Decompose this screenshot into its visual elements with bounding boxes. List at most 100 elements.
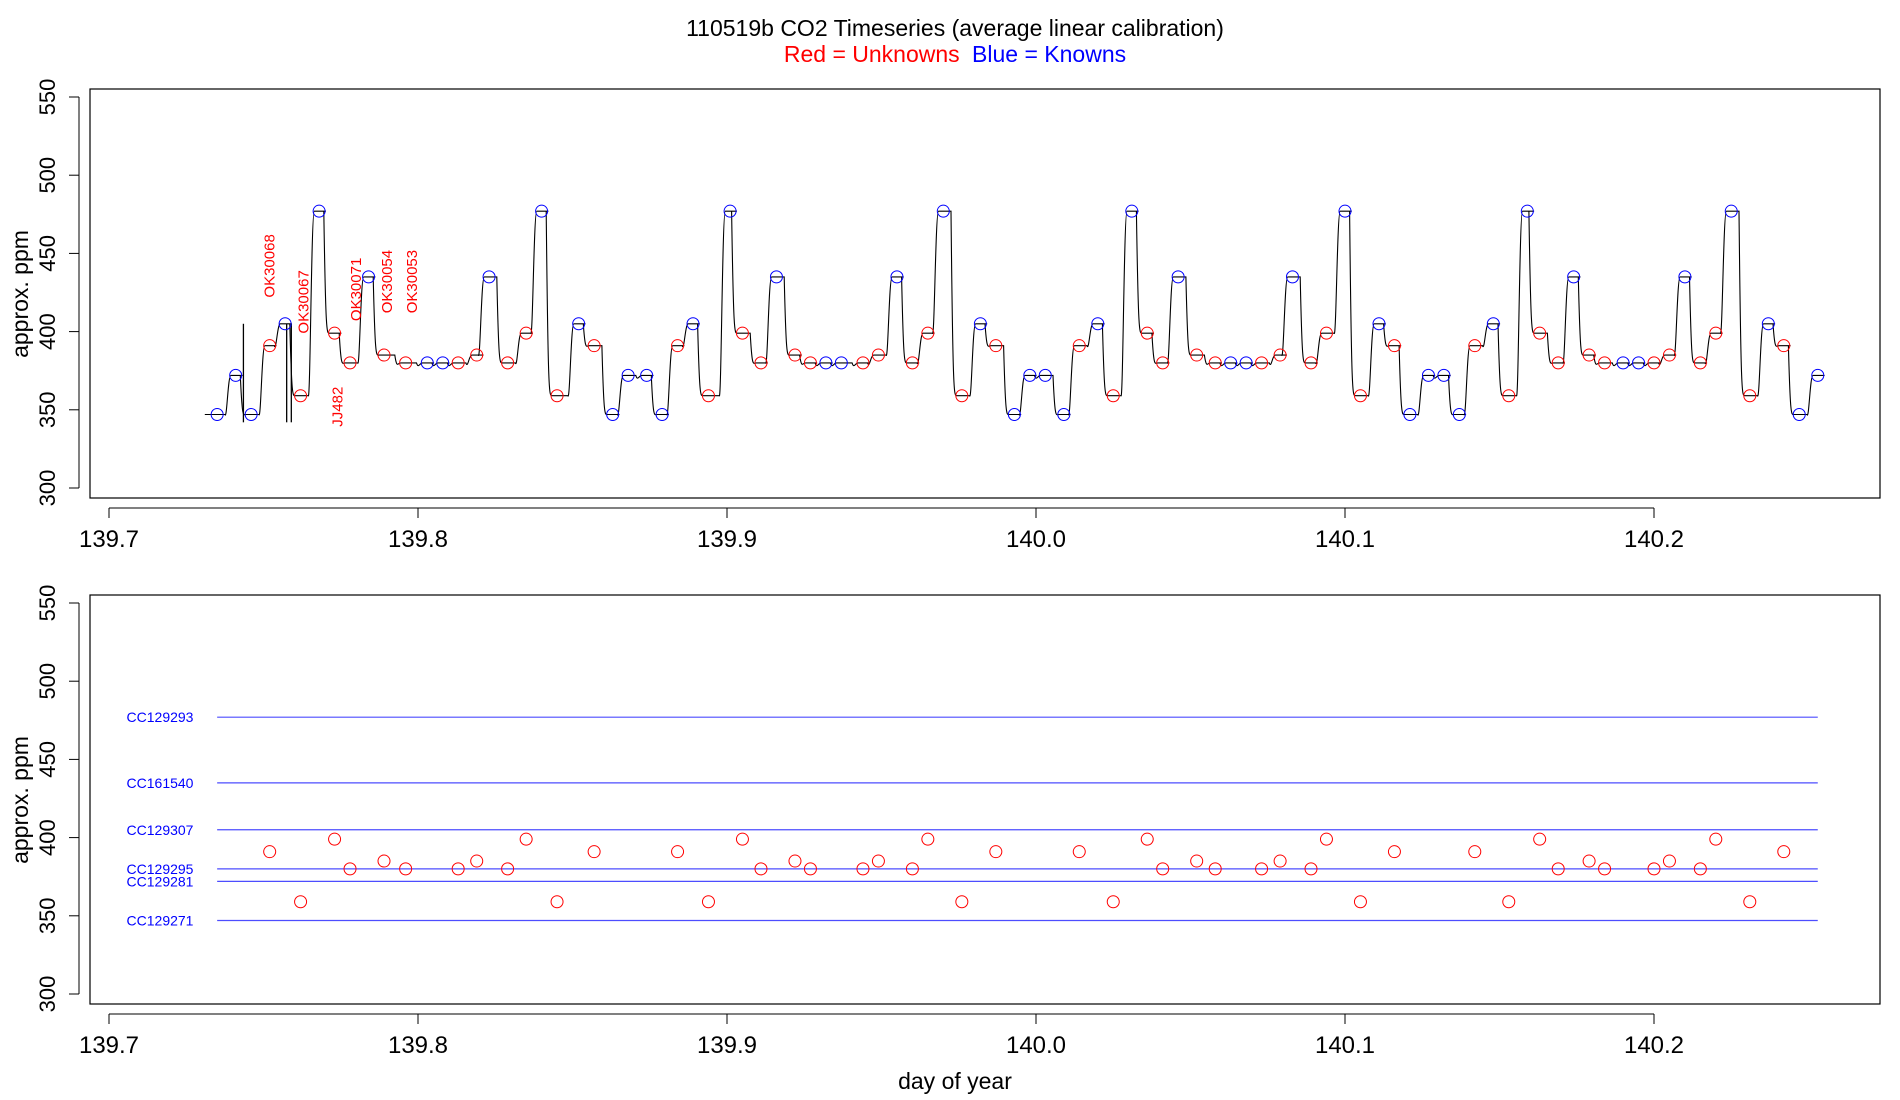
unknown-point [905, 356, 919, 370]
reference-line-label: CC129307 [127, 822, 194, 838]
reference-unknown-point [803, 862, 817, 876]
timeseries-y-axis-label: approx. ppm [7, 230, 33, 358]
reference-y-axis-label: approx. ppm [7, 736, 33, 864]
reference-unknown-point [328, 832, 342, 846]
known-point [1125, 204, 1139, 218]
reference-y-tick-label: 350 [35, 897, 60, 934]
known-point [1452, 407, 1466, 421]
reference-unknown-point [587, 845, 601, 859]
reference-unknown-point [1582, 854, 1596, 868]
unknown-point [451, 356, 465, 370]
known-point [229, 368, 243, 382]
known-point [1567, 270, 1581, 284]
known-point [723, 204, 737, 218]
unknown-point [701, 389, 715, 403]
unknown-point [328, 326, 342, 340]
unknown-point [550, 389, 564, 403]
known-points-series [210, 204, 1825, 421]
reference-unknown-point [1693, 862, 1707, 876]
reference-line-label: CC129295 [127, 861, 194, 877]
unknown-point [1582, 348, 1596, 362]
unknown-point [1156, 356, 1170, 370]
known-point [362, 270, 376, 284]
reference-x-tick-label: 140.2 [1624, 1032, 1684, 1059]
reference-unknown-point [1647, 862, 1661, 876]
reference-unknown-point [1072, 845, 1086, 859]
unknown-point [788, 348, 802, 362]
reference-unknown-point [1255, 862, 1269, 876]
unknown-point [1598, 356, 1612, 370]
reference-unknown-point [1387, 845, 1401, 859]
unknown-points-series [263, 326, 1791, 403]
timeseries-x-tick-label: 140.0 [1006, 526, 1066, 553]
timeseries-y-axis: 300 350 400 450 500 550 [35, 79, 80, 507]
unknown-point [803, 356, 817, 370]
timeseries-x-tick-label: 139.7 [79, 526, 139, 553]
reference-x-axis: 139.7 139.8 139.9 140.0 140.1 140.2 [79, 1013, 1684, 1059]
x-axis-label: day of year [898, 1068, 1012, 1094]
known-point [436, 356, 450, 370]
unknown-point [1255, 356, 1269, 370]
unknown-point [1353, 389, 1367, 403]
unknown-point [1647, 356, 1661, 370]
unknown-point [1551, 356, 1565, 370]
reference-unknown-point [377, 854, 391, 868]
unknown-point [1106, 389, 1120, 403]
reference-unknown-point [1598, 862, 1612, 876]
timeseries-trace [204, 210, 1825, 423]
reference-unknown-point [1106, 895, 1120, 909]
known-point [1421, 368, 1435, 382]
tank-label: OK30068 [262, 234, 279, 297]
unknown-point [856, 356, 870, 370]
known-point [973, 317, 987, 331]
reference-unknown-point [735, 832, 749, 846]
known-point [1023, 368, 1037, 382]
timeseries-x-tick-label: 140.1 [1315, 526, 1375, 553]
reference-line-label: CC161540 [127, 775, 194, 791]
known-point [244, 407, 258, 421]
tank-label: OK30053 [404, 250, 421, 313]
reference-unknown-point [989, 845, 1003, 859]
reference-unknown-point [671, 845, 685, 859]
reference-unknown-point [1156, 862, 1170, 876]
known-point [312, 204, 326, 218]
tank-label: OK30071 [348, 258, 365, 321]
reference-y-tick-label: 500 [35, 663, 60, 700]
known-point [1811, 368, 1825, 382]
reference-unknown-point [871, 854, 885, 868]
known-point [1520, 204, 1534, 218]
reference-unknown-point [343, 862, 357, 876]
timeseries-y-tick-label: 550 [35, 79, 60, 116]
reference-lines: CC129293 CC161540 CC129307 CC129295CC129281… [127, 709, 1818, 928]
tank-label: OK30067 [296, 270, 313, 333]
known-point [1724, 204, 1738, 218]
chart-subtitle: Red = Unknowns Blue = Knowns [784, 41, 1126, 67]
known-point [1678, 270, 1692, 284]
reference-y-tick-label: 450 [35, 741, 60, 778]
unknown-point [955, 389, 969, 403]
known-point [1239, 356, 1253, 370]
unknown-point [501, 356, 515, 370]
reference-y-tick-label: 400 [35, 819, 60, 856]
unknown-point [377, 348, 391, 362]
reference-line-label: CC129293 [127, 709, 194, 725]
reference-unknown-point [470, 854, 484, 868]
unknown-point [1709, 326, 1723, 340]
timeseries-y-tick-label: 400 [35, 313, 60, 350]
timeseries-y-tick-label: 300 [35, 470, 60, 507]
reference-unknown-point [263, 845, 277, 859]
known-point [420, 356, 434, 370]
known-point [1057, 407, 1071, 421]
known-point [1285, 270, 1299, 284]
known-point [1338, 204, 1352, 218]
reference-unknown-point [1502, 895, 1516, 909]
reference-unknown-point [921, 832, 935, 846]
unknown-point [1693, 356, 1707, 370]
timeseries-y-tick-label: 450 [35, 235, 60, 272]
unknown-point [1502, 389, 1516, 403]
known-point [769, 270, 783, 284]
unknown-point [735, 326, 749, 340]
known-point [1038, 368, 1052, 382]
reference-x-tick-label: 139.7 [79, 1032, 139, 1059]
